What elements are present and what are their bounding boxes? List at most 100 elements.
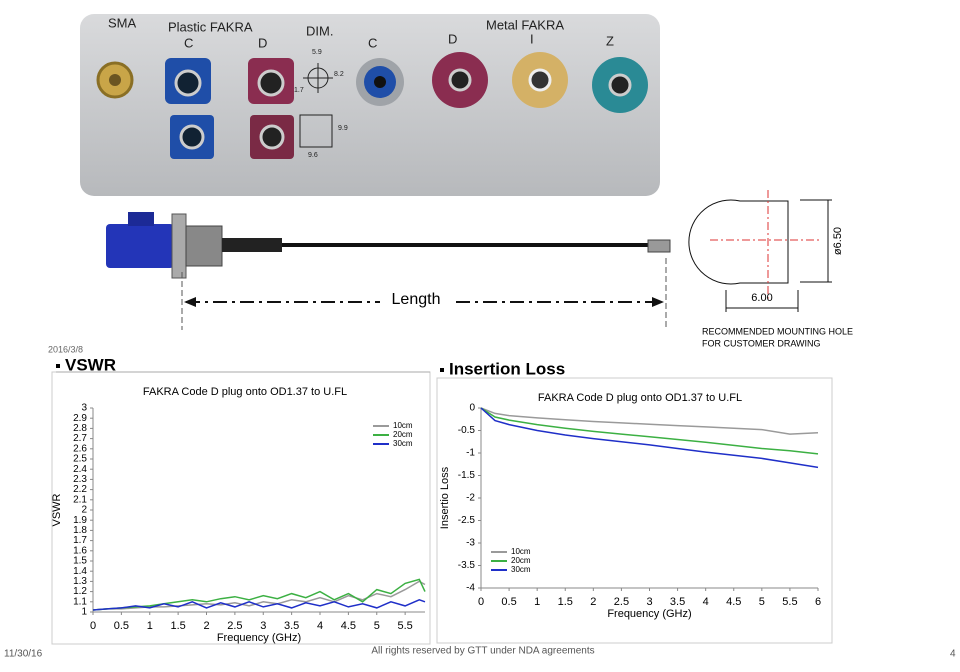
chart-panel xyxy=(51,371,431,645)
length-label: Length xyxy=(392,291,441,308)
note: RECOMMENDED MOUNTING HOLE xyxy=(702,326,853,336)
y-tick-label: -4 xyxy=(466,583,475,594)
code: C xyxy=(368,35,377,50)
series-line xyxy=(92,580,426,611)
x-tick-label: 0.5 xyxy=(114,620,129,632)
x-tick-label: 2.5 xyxy=(227,620,242,632)
x-tick-label: 0 xyxy=(478,596,484,608)
heading-bullet xyxy=(56,364,60,368)
y-tick-label: 2.2 xyxy=(73,484,87,495)
y-tick-label: -3.5 xyxy=(458,560,476,571)
x-tick-label: 1 xyxy=(534,596,540,608)
legend-label: 10cm xyxy=(511,547,531,556)
y-tick-label: 2.4 xyxy=(73,464,87,475)
heading-bullet xyxy=(440,368,444,372)
y-tick-label: 2.5 xyxy=(73,454,87,465)
legend-label: 20cm xyxy=(511,556,531,565)
x-tick-label: 4.5 xyxy=(726,596,741,608)
code: I xyxy=(530,31,534,46)
y-tick-label: 1.4 xyxy=(73,566,87,577)
y-tick-label: 1 xyxy=(81,607,87,618)
note: FOR CUSTOMER DRAWING xyxy=(702,338,821,348)
x-tick-label: 2 xyxy=(203,620,209,632)
x-tick-label: 5 xyxy=(374,620,380,632)
dim-text: 9.9 xyxy=(338,125,348,132)
y-tick-label: 1.7 xyxy=(73,535,87,546)
y-tick-label: -3 xyxy=(466,538,475,549)
x-axis-label: Frequency (GHz) xyxy=(607,608,691,620)
y-tick-label: 2.1 xyxy=(73,494,87,505)
y-tick-label: 1.8 xyxy=(73,525,87,536)
series-line xyxy=(92,578,426,611)
y-tick-label: 1.5 xyxy=(73,556,87,567)
chart-title: FAKRA Code D plug onto OD1.37 to U.FL xyxy=(143,386,347,398)
x-tick-label: 3.5 xyxy=(284,620,299,632)
y-tick-label: 0 xyxy=(469,403,475,414)
x-tick-label: 2 xyxy=(590,596,596,608)
code: C xyxy=(184,35,193,50)
x-tick-label: 2.5 xyxy=(614,596,629,608)
x-tick-label: 5.5 xyxy=(782,596,797,608)
x-tick-label: 6 xyxy=(815,596,821,608)
legend-label: 20cm xyxy=(393,430,413,439)
series-line xyxy=(480,407,819,435)
y-tick-label: -2.5 xyxy=(458,515,476,526)
x-tick-label: 0 xyxy=(90,620,96,632)
x-tick-label: 3 xyxy=(260,620,266,632)
x-tick-label: 3 xyxy=(646,596,652,608)
code: D xyxy=(258,35,267,50)
dim-text: 8.2 xyxy=(334,71,344,78)
chart-title: FAKRA Code D plug onto OD1.37 to U.FL xyxy=(538,392,742,404)
dim-text: 9.6 xyxy=(308,152,318,159)
legend-label: 30cm xyxy=(511,565,531,574)
y-tick-label: 2.3 xyxy=(73,474,87,485)
code: D xyxy=(448,31,457,46)
date-stamp: 2016/3/8 xyxy=(48,344,83,354)
x-tick-label: 3.5 xyxy=(670,596,685,608)
footer-page: 4 xyxy=(950,649,956,660)
panel-photo xyxy=(80,14,660,196)
code: Z xyxy=(606,33,614,48)
y-tick-label: 1.2 xyxy=(73,586,87,597)
x-tick-label: 5.5 xyxy=(397,620,412,632)
y-tick-label: -2 xyxy=(466,493,475,504)
y-tick-label: -1.5 xyxy=(458,470,476,481)
legend-label: 10cm xyxy=(393,421,413,430)
mounting-hole xyxy=(688,190,832,312)
footer-date: 11/30/16 xyxy=(4,649,43,660)
label-dim: DIM. xyxy=(306,23,333,38)
x-tick-label: 1.5 xyxy=(558,596,573,608)
diameter: ø6.50 xyxy=(832,227,844,255)
dim-text: 5.9 xyxy=(312,49,322,56)
y-tick-label: 1.1 xyxy=(73,596,87,607)
y-tick-label: 2.6 xyxy=(73,443,87,454)
y-tick-label: 1.3 xyxy=(73,576,87,587)
connectors xyxy=(96,52,648,159)
x-tick-label: 4.5 xyxy=(341,620,356,632)
series-line xyxy=(480,407,819,469)
label-plastic: Plastic FAKRA xyxy=(168,19,253,34)
chart-heading: VSWR xyxy=(65,355,116,374)
y-tick-label: 2.9 xyxy=(73,413,87,424)
y-tick-label: -0.5 xyxy=(458,425,476,436)
x-tick-label: 5 xyxy=(759,596,765,608)
dim-text: 1.7 xyxy=(294,87,304,94)
y-tick-label: 2.7 xyxy=(73,433,87,444)
series-line xyxy=(92,598,426,611)
label-metal: Metal FAKRA xyxy=(486,17,564,32)
x-axis-label: Frequency (GHz) xyxy=(217,632,301,644)
y-axis-label: Insertio Loss xyxy=(439,466,451,529)
footer-rights: All rights reserved by GTT under NDA agr… xyxy=(371,646,594,657)
legend-label: 30cm xyxy=(393,439,413,448)
x-tick-label: 4 xyxy=(317,620,323,632)
x-tick-label: 0.5 xyxy=(501,596,516,608)
series-line xyxy=(480,407,819,455)
x-tick-label: 4 xyxy=(703,596,709,608)
y-tick-label: 1.6 xyxy=(73,545,87,556)
x-tick-label: 1 xyxy=(147,620,153,632)
y-tick-label: 2.8 xyxy=(73,423,87,434)
chart-heading: Insertion Loss xyxy=(449,359,565,378)
y-tick-label: -1 xyxy=(466,448,475,459)
